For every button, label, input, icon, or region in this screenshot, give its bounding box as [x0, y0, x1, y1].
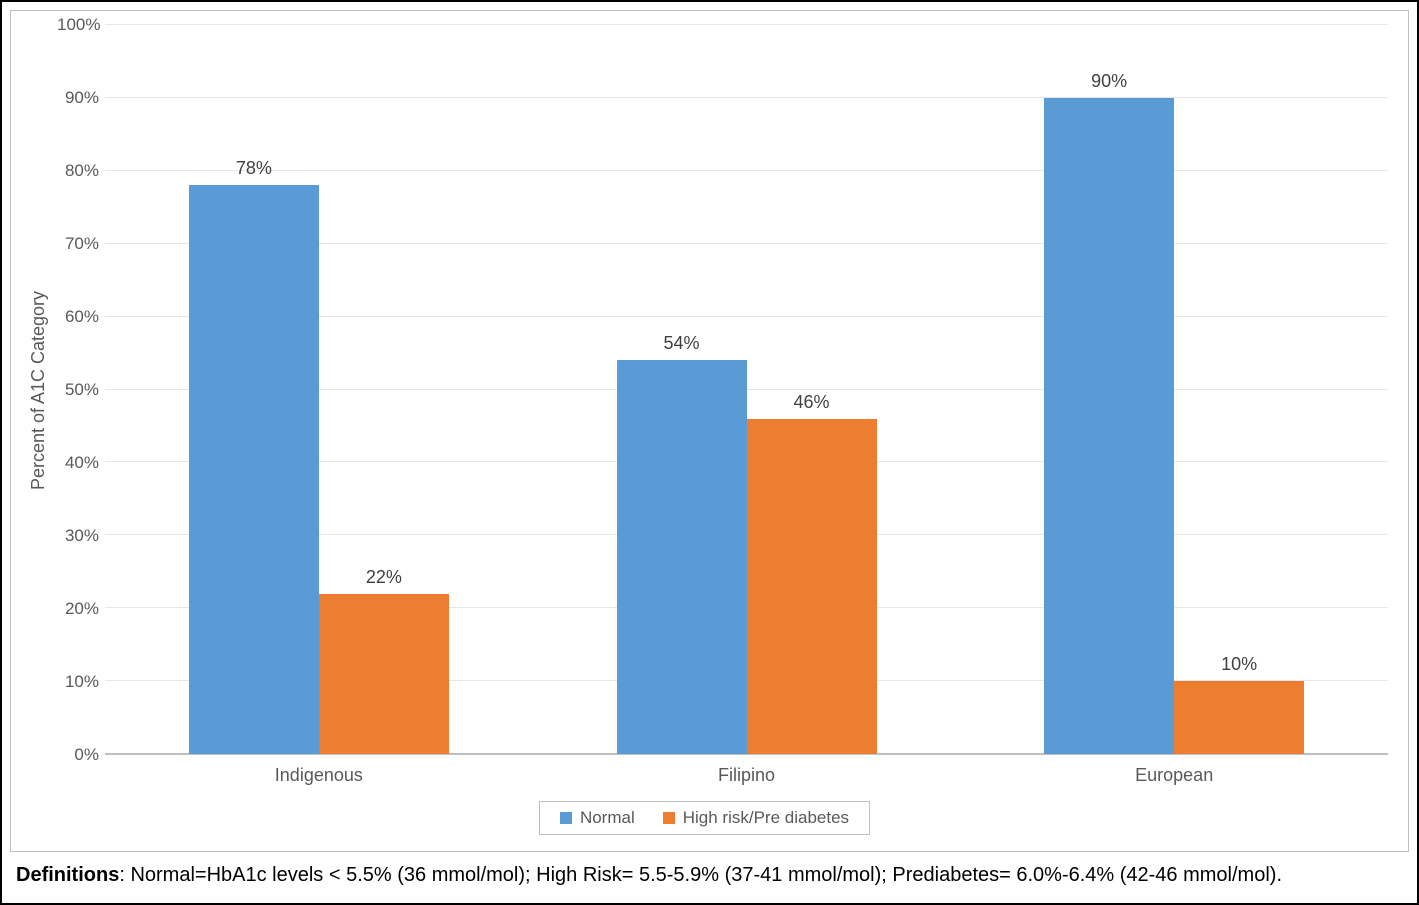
bar-wrap: 10% [1174, 25, 1304, 754]
legend-label: High risk/Pre diabetes [683, 808, 849, 828]
y-axis-label: Percent of A1C Category [29, 290, 50, 489]
y-tick: 10% [57, 672, 99, 692]
y-tick: 0% [57, 745, 99, 765]
x-axis-label: Filipino [533, 755, 961, 795]
definitions-body: : Normal=HbA1c levels < 5.5% (36 mmol/mo… [119, 864, 1282, 886]
y-tick: 70% [57, 234, 99, 254]
bar-group: 78% 22% [105, 25, 533, 754]
bar-wrap: 78% [189, 25, 319, 754]
y-tick: 100% [57, 15, 99, 35]
y-axis-ticks: 0%10%20%30%40%50%60%70%80%90%100% [57, 25, 105, 755]
bar [189, 185, 319, 754]
y-axis-label-col: Percent of A1C Category [21, 25, 57, 755]
x-axis-label: European [960, 755, 1388, 795]
y-tick: 20% [57, 599, 99, 619]
definitions-label: Definitions [16, 864, 119, 886]
bar [747, 419, 877, 754]
bar-group: 90% 10% [960, 25, 1388, 754]
bars-layer: 78% 22% 54% 46% 90% 10% [105, 25, 1388, 754]
definitions-text: Definitions: Normal=HbA1c levels < 5.5% … [2, 856, 1417, 903]
bar-value-label: 78% [236, 158, 272, 179]
bar-group: 54% 46% [533, 25, 961, 754]
x-axis-labels: IndigenousFilipinoEuropean [105, 755, 1388, 795]
bar [617, 360, 747, 754]
bar-value-label: 54% [663, 333, 699, 354]
y-tick: 60% [57, 307, 99, 327]
legend: Normal High risk/Pre diabetes [539, 801, 870, 835]
bar-wrap: 22% [319, 25, 449, 754]
legend-label: Normal [580, 808, 635, 828]
legend-swatch [560, 812, 572, 824]
bar [1174, 681, 1304, 754]
legend-row: Normal High risk/Pre diabetes [21, 795, 1388, 841]
bar-value-label: 22% [366, 567, 402, 588]
y-tick: 80% [57, 161, 99, 181]
bar-wrap: 54% [617, 25, 747, 754]
x-axis-row: IndigenousFilipinoEuropean [21, 755, 1388, 795]
y-tick: 50% [57, 380, 99, 400]
bar [1044, 98, 1174, 754]
y-tick: 40% [57, 453, 99, 473]
y-tick: 90% [57, 88, 99, 108]
legend-item: Normal [560, 808, 635, 828]
x-axis-label: Indigenous [105, 755, 533, 795]
bar-value-label: 46% [793, 392, 829, 413]
bar [319, 594, 449, 754]
plot-row: Percent of A1C Category 0%10%20%30%40%50… [21, 25, 1388, 755]
bar-value-label: 90% [1091, 71, 1127, 92]
bar-wrap: 46% [747, 25, 877, 754]
figure-frame: Percent of A1C Category 0% 10% 20% 30% 40% 50… [0, 0, 1419, 905]
bar-wrap: 90% [1044, 25, 1174, 754]
legend-swatch [663, 812, 675, 824]
bar-value-label: 10% [1221, 654, 1257, 675]
legend-item: High risk/Pre diabetes [663, 808, 849, 828]
plot-area: 78% 22% 54% 46% 90% 10% [105, 25, 1388, 755]
chart-box: Percent of A1C Category 0% 10% 20% 30% 40% 50… [10, 10, 1409, 852]
y-tick: 30% [57, 526, 99, 546]
